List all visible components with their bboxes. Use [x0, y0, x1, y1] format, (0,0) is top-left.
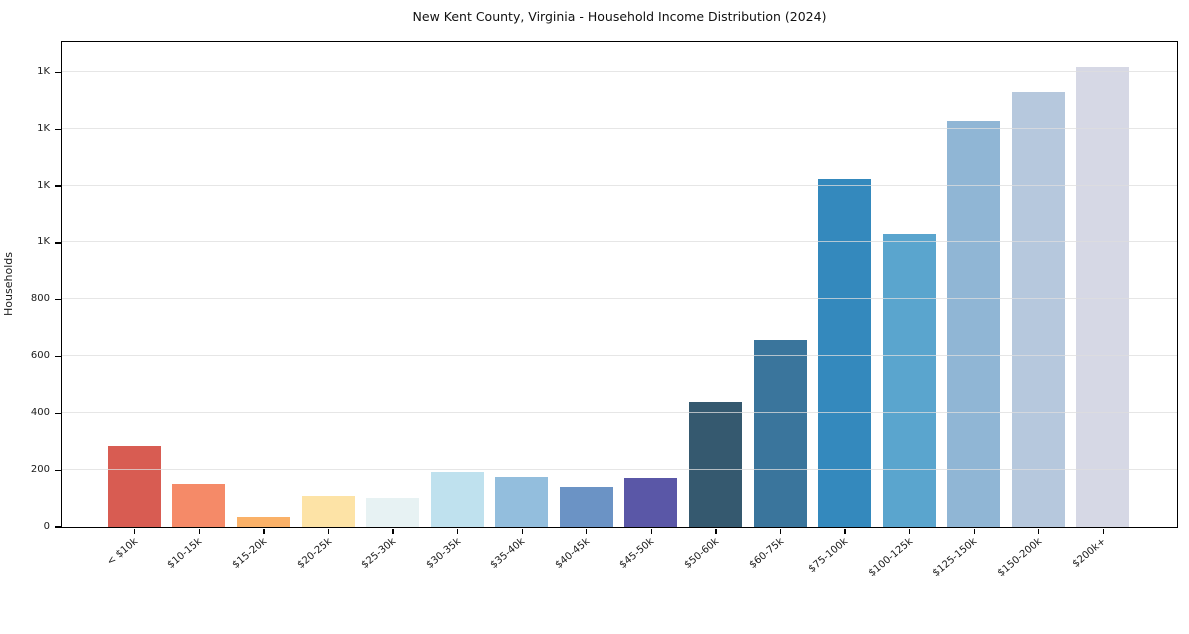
- gridline-1000: [61, 241, 1177, 243]
- y-tick-label: 1K: [37, 179, 50, 191]
- y-tick-label: 800: [30, 293, 50, 305]
- y-tick-label: 1K: [37, 122, 50, 134]
- gridline-400: [61, 411, 1177, 413]
- gridline-1600: [61, 70, 1177, 72]
- bar-60-75k: [753, 339, 807, 527]
- y-tick-label: 600: [30, 350, 50, 362]
- y-tick-mark: [55, 412, 61, 414]
- bar-150-200k: [1011, 92, 1065, 527]
- y-tick-label: 400: [30, 406, 50, 418]
- x-tick-mark: [134, 528, 136, 534]
- x-tick-label: $20-25k: [294, 536, 334, 571]
- bar-40-45k: [559, 487, 613, 527]
- x-tick-label: $50-60k: [682, 536, 721, 571]
- x-tick-label: $200k+: [1070, 536, 1109, 570]
- bar-30-35k: [430, 471, 484, 527]
- x-tick-mark: [198, 528, 201, 534]
- x-tick-label: < $10k: [104, 536, 140, 568]
- bar-20-25k: [301, 495, 355, 527]
- chart-title: New Kent County, Virginia - Household In…: [412, 9, 827, 24]
- x-tick-mark: [392, 528, 394, 534]
- x-tick-label: $10-15k: [165, 536, 205, 571]
- bar-15-20k: [236, 516, 290, 527]
- bar-75-100k: [818, 178, 872, 527]
- plot-area: [60, 40, 1178, 528]
- x-tick-label: $100-125k: [866, 536, 915, 580]
- y-tick-mark: [55, 355, 61, 358]
- y-tick-mark: [55, 526, 61, 528]
- x-tick-label: $40-45k: [553, 536, 592, 571]
- bar-25-30k: [366, 497, 420, 527]
- bar-10-15k: [172, 484, 226, 527]
- x-tick-mark: [650, 528, 652, 534]
- x-tick-label: $25-30k: [359, 536, 399, 571]
- y-tick-mark: [55, 128, 61, 130]
- x-tick-mark: [327, 528, 330, 534]
- x-tick-mark: [263, 528, 265, 534]
- gridline-800: [61, 298, 1177, 300]
- x-tick-mark: [779, 528, 782, 534]
- x-tick-mark: [586, 528, 588, 534]
- y-tick-label: 200: [30, 463, 50, 475]
- gridline-200: [61, 468, 1177, 470]
- gridline-600: [61, 355, 1177, 357]
- x-tick-mark: [908, 528, 911, 534]
- y-tick-mark: [55, 299, 61, 301]
- x-tick-label: $45-50k: [617, 536, 657, 571]
- bar-35-40k: [495, 476, 549, 527]
- x-tick-mark: [1038, 528, 1040, 534]
- y-tick-label: 0: [43, 520, 50, 532]
- bar-100-125k: [882, 234, 936, 527]
- x-tick-mark: [521, 528, 523, 534]
- x-tick-mark: [844, 528, 846, 534]
- x-tick-label: $35-40k: [488, 536, 528, 571]
- gridline-1400: [61, 127, 1177, 129]
- x-tick-mark: [1102, 528, 1104, 534]
- x-tick-label: $60-75k: [746, 536, 786, 571]
- x-tick-mark: [973, 528, 975, 534]
- bar-200k: [1076, 67, 1130, 527]
- x-tick-label: $15-20k: [230, 536, 270, 571]
- y-tick-mark: [55, 469, 61, 471]
- y-tick-label: 1K: [37, 65, 50, 77]
- y-tick-label: 1K: [37, 236, 50, 248]
- y-tick-mark: [55, 185, 61, 187]
- figure: New Kent County, Virginia - Household In…: [2, 9, 1178, 579]
- gridline-1200: [61, 184, 1177, 186]
- x-tick-mark: [715, 528, 717, 534]
- y-tick-mark: [55, 71, 61, 74]
- bar-45-50k: [624, 478, 678, 527]
- x-tick-mark: [457, 528, 459, 534]
- x-tick-label: $150-200k: [995, 536, 1044, 580]
- y-tick-mark: [55, 242, 61, 244]
- x-tick-label: $30-35k: [424, 536, 463, 571]
- x-tick-label: $125-150k: [930, 536, 980, 580]
- bar-50-60k: [688, 402, 742, 527]
- bar-10k: [107, 446, 161, 527]
- bar-125-150k: [947, 121, 1001, 527]
- y-axis-label: Households: [2, 252, 15, 316]
- x-tick-label: $75-100k: [806, 536, 851, 576]
